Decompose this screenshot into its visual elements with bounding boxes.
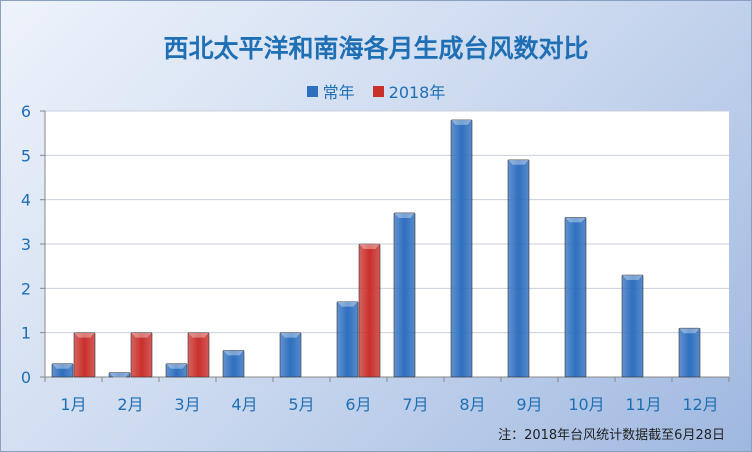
x-tick-label: 5月: [288, 395, 314, 414]
chart-title: 西北太平洋和南海各月生成台风数对比: [163, 34, 589, 63]
x-tick-label: 1月: [60, 395, 86, 414]
bar-normal: [678, 327, 701, 378]
y-tick-label: 6: [21, 102, 31, 121]
x-tick-label: 2月: [117, 395, 143, 414]
y-tick-label: 3: [21, 235, 31, 254]
legend-label: 常年: [322, 83, 355, 102]
legend-item-2018: 2018年: [372, 79, 446, 103]
bar-normal: [279, 332, 302, 378]
bar-normal: [393, 212, 416, 378]
bar-normal: [621, 274, 644, 378]
x-tick-label: 8月: [459, 395, 485, 414]
x-tick-label: 12月: [682, 395, 718, 414]
legend-item-normal: 常年: [306, 79, 355, 103]
x-tick-label: 9月: [516, 395, 542, 414]
x-tick-label: 3月: [174, 395, 200, 414]
x-tick-label: 6月: [345, 395, 371, 414]
bar-normal: [507, 159, 530, 378]
legend-label: 2018年: [388, 83, 446, 102]
legend-swatch: [306, 85, 318, 97]
bar-2018: [130, 332, 153, 378]
bar-2018: [187, 332, 210, 378]
y-tick-label: 4: [21, 191, 31, 210]
x-tick-label: 11月: [625, 395, 661, 414]
legend: 常年 2018年: [1, 79, 751, 103]
bar-normal: [108, 372, 131, 378]
bar-2018: [73, 332, 96, 378]
bar-normal: [564, 217, 587, 378]
legend-swatch: [372, 85, 384, 97]
x-tick-label: 4月: [231, 395, 257, 414]
y-tick-label: 1: [21, 324, 31, 343]
x-tick-label: 7月: [402, 395, 428, 414]
y-tick-label: 0: [21, 368, 31, 387]
bar-normal: [165, 363, 188, 378]
footnote: 注：2018年台风统计数据截至6月28日: [498, 428, 725, 443]
bar-normal: [222, 350, 245, 378]
x-tick-label: 10月: [568, 395, 604, 414]
bar-normal: [336, 301, 359, 378]
bar-2018: [358, 243, 381, 378]
y-tick-label: 2: [21, 279, 31, 298]
y-tick-label: 5: [21, 146, 31, 165]
bar-normal: [450, 119, 473, 378]
bar-normal: [51, 363, 74, 378]
